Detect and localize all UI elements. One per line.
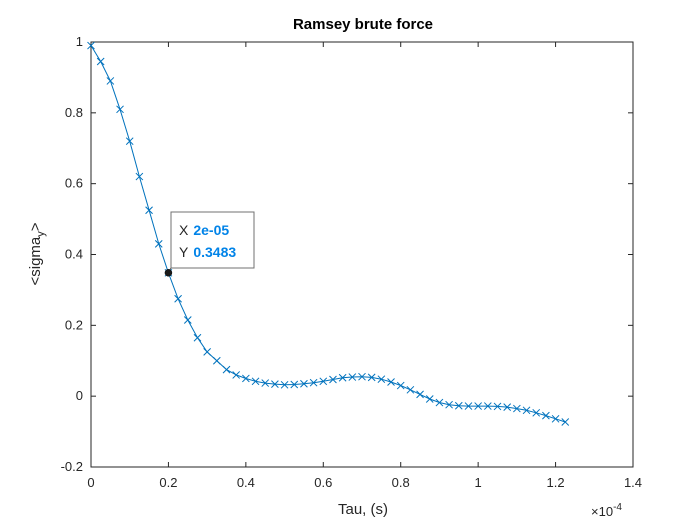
data-marker bbox=[513, 404, 521, 413]
x-tick-label: 0 bbox=[87, 475, 94, 490]
data-marker bbox=[222, 365, 231, 374]
data-marker bbox=[290, 380, 299, 389]
data-marker bbox=[212, 356, 221, 365]
y-axis-label: <sigmay> bbox=[27, 222, 47, 285]
data-marker bbox=[174, 294, 182, 303]
data-marker bbox=[193, 333, 202, 342]
data-marker bbox=[532, 408, 541, 417]
data-marker bbox=[406, 385, 415, 394]
data-marker bbox=[251, 377, 260, 386]
datatip-y-row: Y 0.3483 bbox=[179, 244, 236, 260]
data-marker bbox=[145, 206, 153, 215]
data-marker bbox=[329, 375, 337, 384]
y-axis-label-base: <sigma bbox=[27, 236, 44, 285]
data-marker bbox=[367, 373, 376, 382]
datatip-x-row: X 2e-05 bbox=[179, 222, 229, 238]
data-marker bbox=[232, 371, 241, 379]
x-tick-label: 0.8 bbox=[392, 475, 410, 490]
y-tick-label: -0.2 bbox=[61, 459, 83, 474]
y-tick-label: 0 bbox=[76, 388, 83, 403]
x-exponent-label: ×10-4 bbox=[591, 502, 622, 519]
y-tick-label: 0.4 bbox=[65, 247, 83, 262]
y-tick-label: 0.6 bbox=[65, 176, 83, 191]
datatip-y-key: Y bbox=[179, 244, 189, 260]
datatip-x-key: X bbox=[179, 222, 189, 238]
x-tick-label: 0.4 bbox=[237, 475, 255, 490]
data-marker bbox=[261, 379, 270, 387]
tick-marks bbox=[90, 41, 634, 468]
data-marker bbox=[300, 379, 308, 388]
data-marker bbox=[474, 402, 482, 410]
y-tick-label: 0.2 bbox=[65, 317, 83, 332]
y-axis-label-close: > bbox=[27, 222, 44, 231]
data-marker bbox=[135, 172, 144, 181]
data-marker bbox=[319, 377, 328, 386]
x-exponent-base: ×10 bbox=[591, 504, 613, 519]
x-tick-label: 0.2 bbox=[159, 475, 177, 490]
data-marker bbox=[396, 381, 405, 390]
datatip-x-value: 2e-05 bbox=[193, 222, 229, 238]
data-marker bbox=[242, 374, 250, 383]
data-marker bbox=[493, 402, 502, 411]
data-marker bbox=[542, 411, 550, 420]
x-tick-label: 0.6 bbox=[314, 475, 332, 490]
data-marker bbox=[116, 105, 124, 114]
data-marker bbox=[435, 398, 444, 407]
data-marker bbox=[464, 402, 473, 410]
data-marker bbox=[96, 57, 105, 66]
data-marker bbox=[106, 77, 115, 85]
x-tick-labels: 0 0.2 0.4 0.6 0.8 1 1.2 1.4 bbox=[87, 475, 642, 490]
data-marker bbox=[454, 401, 463, 410]
data-marker bbox=[522, 406, 531, 415]
series-line bbox=[90, 45, 566, 423]
chart-title: Ramsey brute force bbox=[293, 16, 433, 33]
x-tick-label: 1.4 bbox=[624, 475, 642, 490]
data-marker bbox=[416, 390, 424, 399]
data-marker bbox=[203, 348, 211, 356]
data-marker bbox=[387, 378, 395, 386]
data-marker bbox=[503, 403, 512, 411]
y-tick-label: 0.8 bbox=[65, 105, 83, 120]
data-marker bbox=[358, 372, 366, 381]
axes[interactable]: 0 0.2 0.4 0.6 0.8 1 1.2 1.4 -0.2 0 0.2 0.4 0.6 0.8 1 bbox=[61, 34, 642, 490]
y-axis-label-subscript: y bbox=[35, 231, 47, 237]
data-marker bbox=[551, 414, 560, 423]
data-marker bbox=[377, 375, 386, 384]
y-tick-labels: -0.2 0 0.2 0.4 0.6 0.8 1 bbox=[61, 34, 83, 474]
data-marker bbox=[338, 373, 347, 382]
data-marker bbox=[280, 380, 289, 389]
data-marker bbox=[348, 373, 357, 381]
x-tick-label: 1.2 bbox=[547, 475, 565, 490]
data-marker bbox=[445, 400, 453, 409]
data-marker bbox=[561, 418, 570, 426]
data-marker bbox=[271, 380, 279, 388]
data-marker bbox=[154, 240, 163, 248]
data-marker bbox=[87, 41, 95, 50]
datatip-box bbox=[170, 211, 255, 269]
data-marker bbox=[483, 402, 492, 410]
x-axis-label: Tau, (s) bbox=[338, 501, 388, 518]
data-marker bbox=[309, 378, 318, 387]
datatip-point[interactable] bbox=[164, 269, 173, 277]
datatip[interactable]: X 2e-05 Y 0.3483 bbox=[164, 211, 255, 277]
data-marker bbox=[425, 395, 434, 403]
y-tick-label: 1 bbox=[76, 34, 83, 49]
x-exponent-power: -4 bbox=[613, 502, 622, 513]
data-marker bbox=[125, 137, 134, 146]
datatip-y-value: 0.3483 bbox=[193, 244, 236, 260]
x-tick-label: 1 bbox=[475, 475, 482, 490]
data-marker bbox=[183, 316, 192, 324]
